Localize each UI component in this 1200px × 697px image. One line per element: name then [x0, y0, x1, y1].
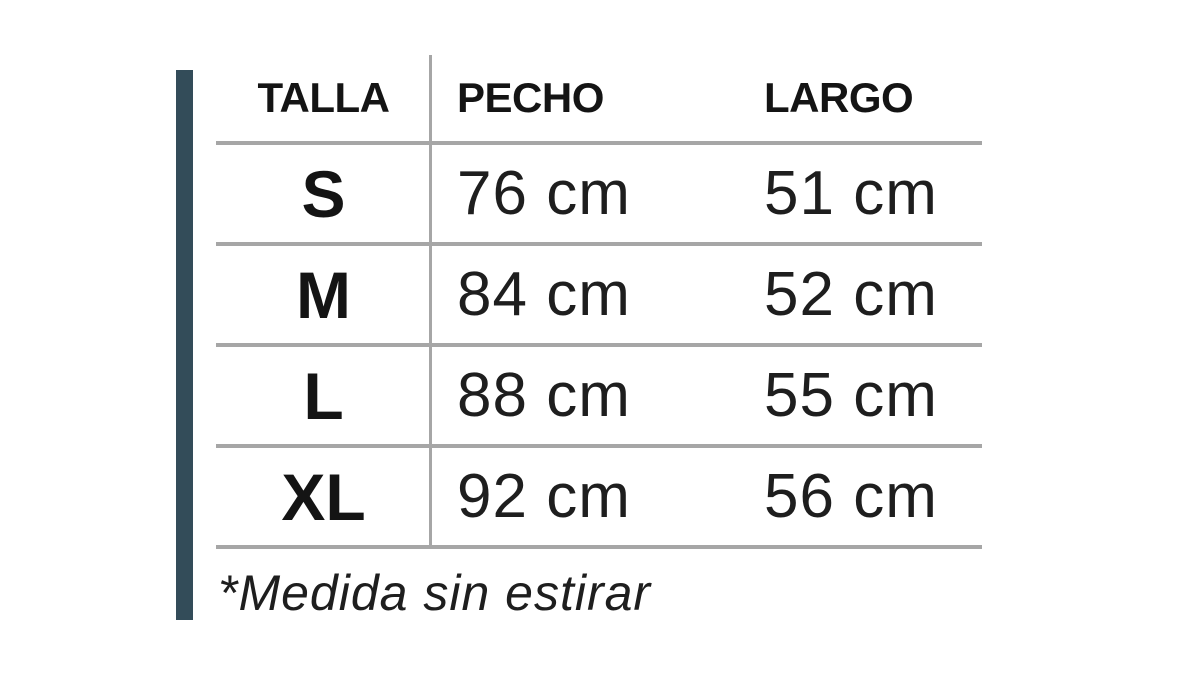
cell-size: XL [281, 459, 366, 534]
table-header-row: TALLA PECHO LARGO [216, 55, 982, 145]
cell-chest: 84 cm [457, 259, 631, 329]
header-largo: LARGO [764, 74, 914, 121]
accent-bar [176, 70, 193, 620]
table-row-xl: XL 92 cm 56 cm [216, 448, 982, 549]
cell-chest: 76 cm [457, 158, 631, 228]
cell-length: 52 cm [764, 259, 938, 329]
footnote: *Medida sin estirar [218, 565, 652, 621]
cell-size: M [296, 257, 351, 332]
column-divider [429, 55, 432, 549]
cell-chest: 92 cm [457, 461, 631, 531]
table-row-s: S 76 cm 51 cm [216, 145, 982, 246]
cell-length: 56 cm [764, 461, 938, 531]
cell-chest: 88 cm [457, 360, 631, 430]
cell-length: 55 cm [764, 360, 938, 430]
cell-length: 51 cm [764, 158, 938, 228]
header-talla: TALLA [257, 74, 390, 121]
cell-size: S [301, 156, 346, 231]
cell-size: L [303, 358, 344, 433]
table-row-m: M 84 cm 52 cm [216, 246, 982, 347]
table-row-l: L 88 cm 55 cm [216, 347, 982, 448]
header-pecho: PECHO [457, 74, 604, 121]
size-table: TALLA PECHO LARGO S 76 cm 51 cm M 84 cm … [216, 55, 982, 549]
